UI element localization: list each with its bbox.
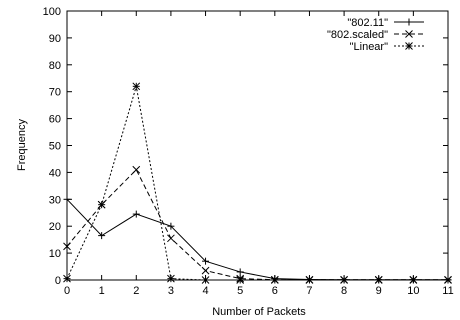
data-point bbox=[63, 274, 71, 283]
legend-marker bbox=[405, 30, 413, 38]
y-tick-label: 50 bbox=[49, 141, 61, 153]
x-tick-label: 10 bbox=[407, 285, 419, 297]
data-point bbox=[98, 232, 106, 240]
series-0 bbox=[63, 195, 452, 284]
data-point bbox=[201, 276, 210, 284]
data-point bbox=[340, 276, 348, 284]
x-tick-label: 6 bbox=[272, 285, 278, 297]
series-line bbox=[66, 198, 448, 281]
x-tick-label: 11 bbox=[442, 285, 453, 297]
data-point bbox=[236, 268, 244, 276]
data-point-stroke bbox=[444, 276, 452, 284]
data-point bbox=[201, 266, 210, 275]
y-tick-label: 80 bbox=[49, 60, 61, 72]
plot-border bbox=[66, 10, 449, 281]
data-point bbox=[63, 195, 71, 203]
x-tick-label: 7 bbox=[306, 285, 312, 297]
data-point bbox=[167, 274, 175, 283]
y-tick-label: 0 bbox=[55, 275, 61, 287]
y-tick-label: 20 bbox=[49, 221, 61, 233]
data-point-stroke bbox=[167, 234, 175, 243]
legend-entry-0: "802.11" bbox=[347, 17, 424, 29]
y-tick-label: 100 bbox=[43, 6, 61, 18]
series-line bbox=[66, 168, 448, 281]
legend-entry-1: "802.scaled" bbox=[327, 29, 424, 41]
data-point-stroke bbox=[374, 276, 383, 284]
y-tick-label: 60 bbox=[49, 114, 61, 126]
series-line bbox=[66, 86, 448, 281]
data-point-stroke bbox=[305, 276, 314, 284]
data-point bbox=[132, 165, 141, 174]
series-2 bbox=[63, 82, 452, 284]
x-tick-label: 4 bbox=[202, 285, 208, 297]
legend: "802.11""802.scaled""Linear" bbox=[327, 17, 424, 53]
x-tick-label: 2 bbox=[133, 285, 139, 297]
data-point bbox=[305, 276, 314, 284]
data-point bbox=[63, 242, 71, 251]
legend-label: "802.11" bbox=[347, 17, 388, 29]
legend-label: "Linear" bbox=[350, 41, 388, 53]
data-point-stroke bbox=[340, 276, 348, 284]
data-point bbox=[374, 276, 383, 284]
data-point-stroke bbox=[236, 276, 245, 284]
data-point bbox=[444, 276, 452, 284]
data-point bbox=[409, 276, 418, 284]
series-layer bbox=[63, 82, 452, 284]
axis-ticks: 0 1 2 3 4 5 6 7 8 9 10 11 0 10 20 30 40 50 60 70 80 90 100 bbox=[43, 6, 454, 297]
data-point bbox=[167, 234, 175, 243]
legend-marker-stroke bbox=[405, 42, 413, 50]
data-point bbox=[236, 276, 245, 284]
series-1 bbox=[63, 165, 452, 284]
data-point-stroke bbox=[201, 276, 210, 284]
data-point-stroke bbox=[63, 274, 71, 283]
data-point bbox=[132, 210, 140, 218]
y-axis-label: Frequency bbox=[16, 119, 28, 171]
data-point-stroke bbox=[97, 200, 106, 209]
data-point-stroke bbox=[132, 82, 141, 91]
data-point-stroke bbox=[201, 266, 210, 275]
legend-marker bbox=[405, 18, 413, 26]
x-tick-label: 8 bbox=[341, 285, 347, 297]
x-tick-label: 5 bbox=[237, 285, 243, 297]
data-point-stroke bbox=[270, 276, 279, 284]
x-axis-label: Number of Packets bbox=[212, 306, 306, 318]
legend-entry-2: "Linear" bbox=[350, 41, 424, 53]
y-tick-label: 10 bbox=[49, 248, 61, 260]
data-point-stroke bbox=[167, 274, 175, 283]
x-tick-label: 0 bbox=[64, 285, 70, 297]
legend-label: "802.scaled" bbox=[327, 29, 388, 41]
data-point bbox=[167, 222, 175, 230]
x-tick-label: 1 bbox=[99, 285, 105, 297]
x-tick-label: 9 bbox=[376, 285, 382, 297]
data-point bbox=[97, 200, 106, 209]
y-tick-label: 40 bbox=[49, 167, 61, 179]
data-point bbox=[270, 276, 279, 284]
y-tick-label: 30 bbox=[49, 194, 61, 206]
data-point bbox=[202, 257, 210, 265]
data-point-stroke bbox=[409, 276, 418, 284]
data-point-stroke bbox=[63, 242, 71, 251]
x-tick-label: 3 bbox=[168, 285, 174, 297]
legend-marker bbox=[405, 42, 413, 50]
y-tick-label: 70 bbox=[49, 87, 61, 99]
legend-marker-stroke bbox=[405, 30, 413, 38]
data-point-stroke bbox=[132, 165, 141, 174]
data-point bbox=[132, 82, 141, 91]
plot-frame bbox=[66, 10, 449, 281]
y-tick-label: 90 bbox=[49, 33, 61, 45]
